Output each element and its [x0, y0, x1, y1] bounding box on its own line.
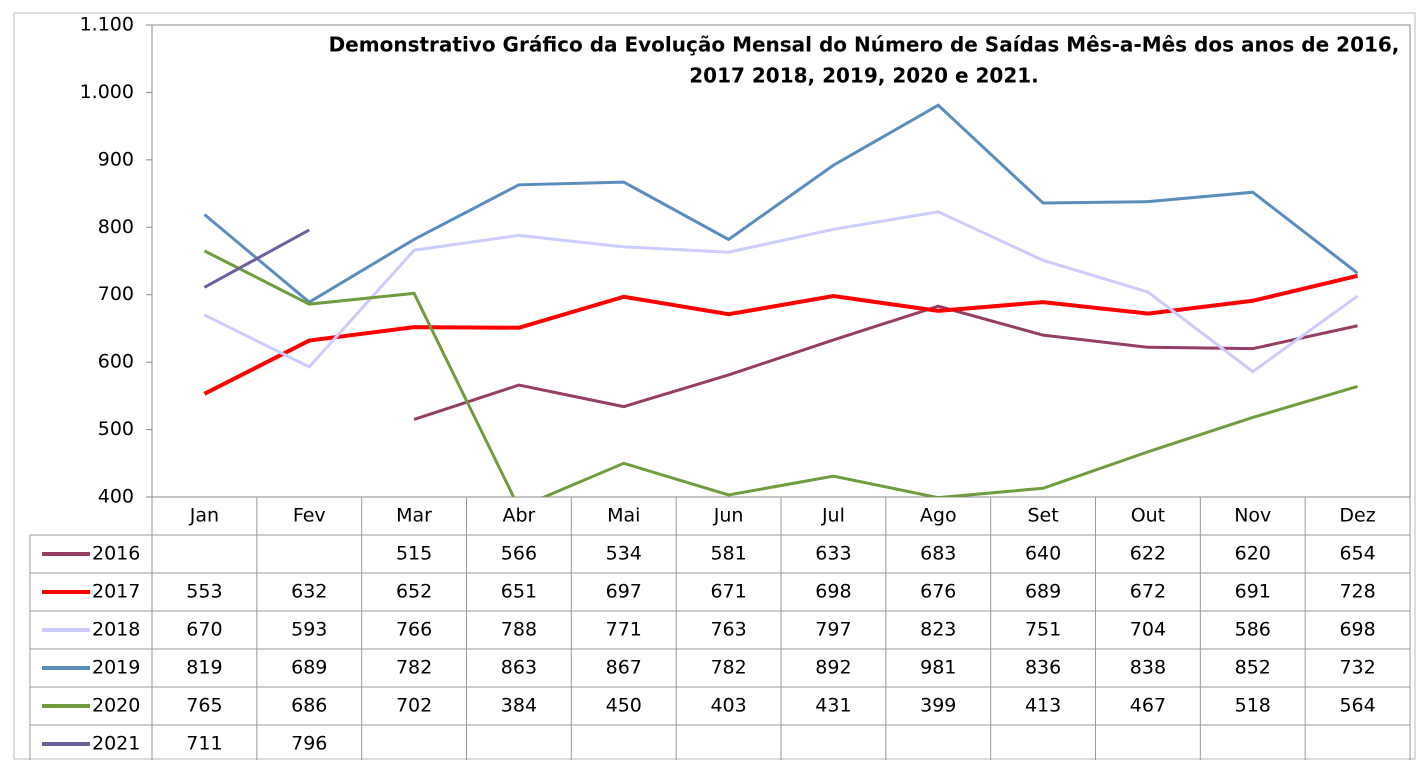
table-value: 586: [1235, 619, 1271, 641]
chart-frame: [13, 12, 1416, 760]
table-value: 564: [1339, 695, 1375, 717]
table-value: 782: [396, 657, 432, 679]
series-line: [413, 304, 1358, 421]
table-value: 518: [1235, 695, 1271, 717]
table-value: 728: [1339, 581, 1375, 603]
table-value: 751: [1025, 619, 1061, 641]
table-value: 622: [1130, 543, 1166, 565]
legend-label: 2020: [92, 695, 140, 717]
table-value: 413: [1025, 695, 1061, 717]
chart-title: 2017 2018, 2019, 2020 e 2021.: [689, 64, 1039, 88]
table-value: 676: [920, 581, 956, 603]
series-line: [203, 273, 1359, 396]
table-value: 867: [606, 657, 642, 679]
table-value: 698: [815, 581, 851, 603]
legend-label: 2017: [92, 581, 140, 603]
table-value: 823: [920, 619, 956, 641]
legend-label: 2018: [92, 619, 140, 641]
table-value: 651: [501, 581, 537, 603]
y-tick-label: 700: [98, 283, 134, 305]
table-value: 766: [396, 619, 432, 641]
table-value: 403: [710, 695, 746, 717]
table-value: 732: [1339, 657, 1375, 679]
table-value: 633: [815, 543, 851, 565]
table-value: 652: [396, 581, 432, 603]
y-tick-label: 400: [98, 486, 134, 508]
table-value: 399: [920, 695, 956, 717]
series-line: [203, 249, 1359, 497]
table-value: 672: [1130, 581, 1166, 603]
table-value: 836: [1025, 657, 1061, 679]
table-value: 838: [1130, 657, 1166, 679]
table-value: 632: [291, 581, 327, 603]
series-line: [203, 103, 1359, 304]
table-value: 711: [186, 733, 222, 755]
table-value: 467: [1130, 695, 1166, 717]
table-value: 566: [501, 543, 537, 565]
table-value: 698: [1339, 619, 1375, 641]
y-tick-label: 600: [98, 351, 134, 373]
table-value: 384: [501, 695, 537, 717]
table-value: 640: [1025, 543, 1061, 565]
x-tick-label: Out: [1131, 505, 1165, 527]
table-value: 671: [710, 581, 746, 603]
series-line: [203, 210, 1359, 374]
table-value: 686: [291, 695, 327, 717]
table-value: 697: [606, 581, 642, 603]
y-tick-label: 900: [98, 148, 134, 170]
y-tick-label: 1.000: [80, 81, 134, 103]
series-line: [203, 228, 310, 289]
table-value: 431: [815, 695, 851, 717]
x-tick-label: Mai: [607, 505, 640, 527]
x-tick-label: Set: [1027, 505, 1058, 527]
x-tick-label: Jun: [713, 505, 744, 527]
table-value: 797: [815, 619, 851, 641]
table-value: 450: [606, 695, 642, 717]
table-value: 788: [501, 619, 537, 641]
table-value: 691: [1235, 581, 1271, 603]
table-value: 689: [1025, 581, 1061, 603]
table-value: 702: [396, 695, 432, 717]
x-tick-label: Jan: [189, 505, 219, 527]
table-value: 892: [815, 657, 851, 679]
x-tick-label: Jul: [821, 505, 845, 527]
table-value: 863: [501, 657, 537, 679]
table-value: 534: [606, 543, 642, 565]
legend-label: 2016: [92, 543, 140, 565]
y-tick-label: 1.100: [80, 14, 134, 36]
table-value: 654: [1339, 543, 1375, 565]
table-value: 553: [186, 581, 222, 603]
table-value: 670: [186, 619, 222, 641]
table-value: 819: [186, 657, 222, 679]
table-value: 981: [920, 657, 956, 679]
table-value: 771: [606, 619, 642, 641]
table-value: 620: [1235, 543, 1271, 565]
table-value: 852: [1235, 657, 1271, 679]
y-tick-label: 800: [98, 216, 134, 238]
table-value: 581: [710, 543, 746, 565]
legend-label: 2021: [92, 733, 140, 755]
chart-title: Demonstrativo Gráfico da Evolução Mensal…: [329, 33, 1400, 57]
legend-label: 2019: [92, 657, 140, 679]
x-tick-label: Mar: [396, 505, 432, 527]
table-value: 763: [710, 619, 746, 641]
table-value: 683: [920, 543, 956, 565]
table-value: 515: [396, 543, 432, 565]
plot-lines: [203, 103, 1359, 497]
table-value: 689: [291, 657, 327, 679]
table-value: 765: [186, 695, 222, 717]
table-value: 782: [710, 657, 746, 679]
table-value: 704: [1130, 619, 1166, 641]
x-tick-label: Abr: [502, 505, 535, 527]
x-tick-label: Dez: [1339, 505, 1375, 527]
y-tick-label: 500: [98, 418, 134, 440]
table-value: 593: [291, 619, 327, 641]
table-value: 796: [291, 733, 327, 755]
x-tick-label: Fev: [293, 505, 326, 527]
x-tick-label: Ago: [920, 505, 957, 527]
x-tick-label: Nov: [1234, 505, 1271, 527]
